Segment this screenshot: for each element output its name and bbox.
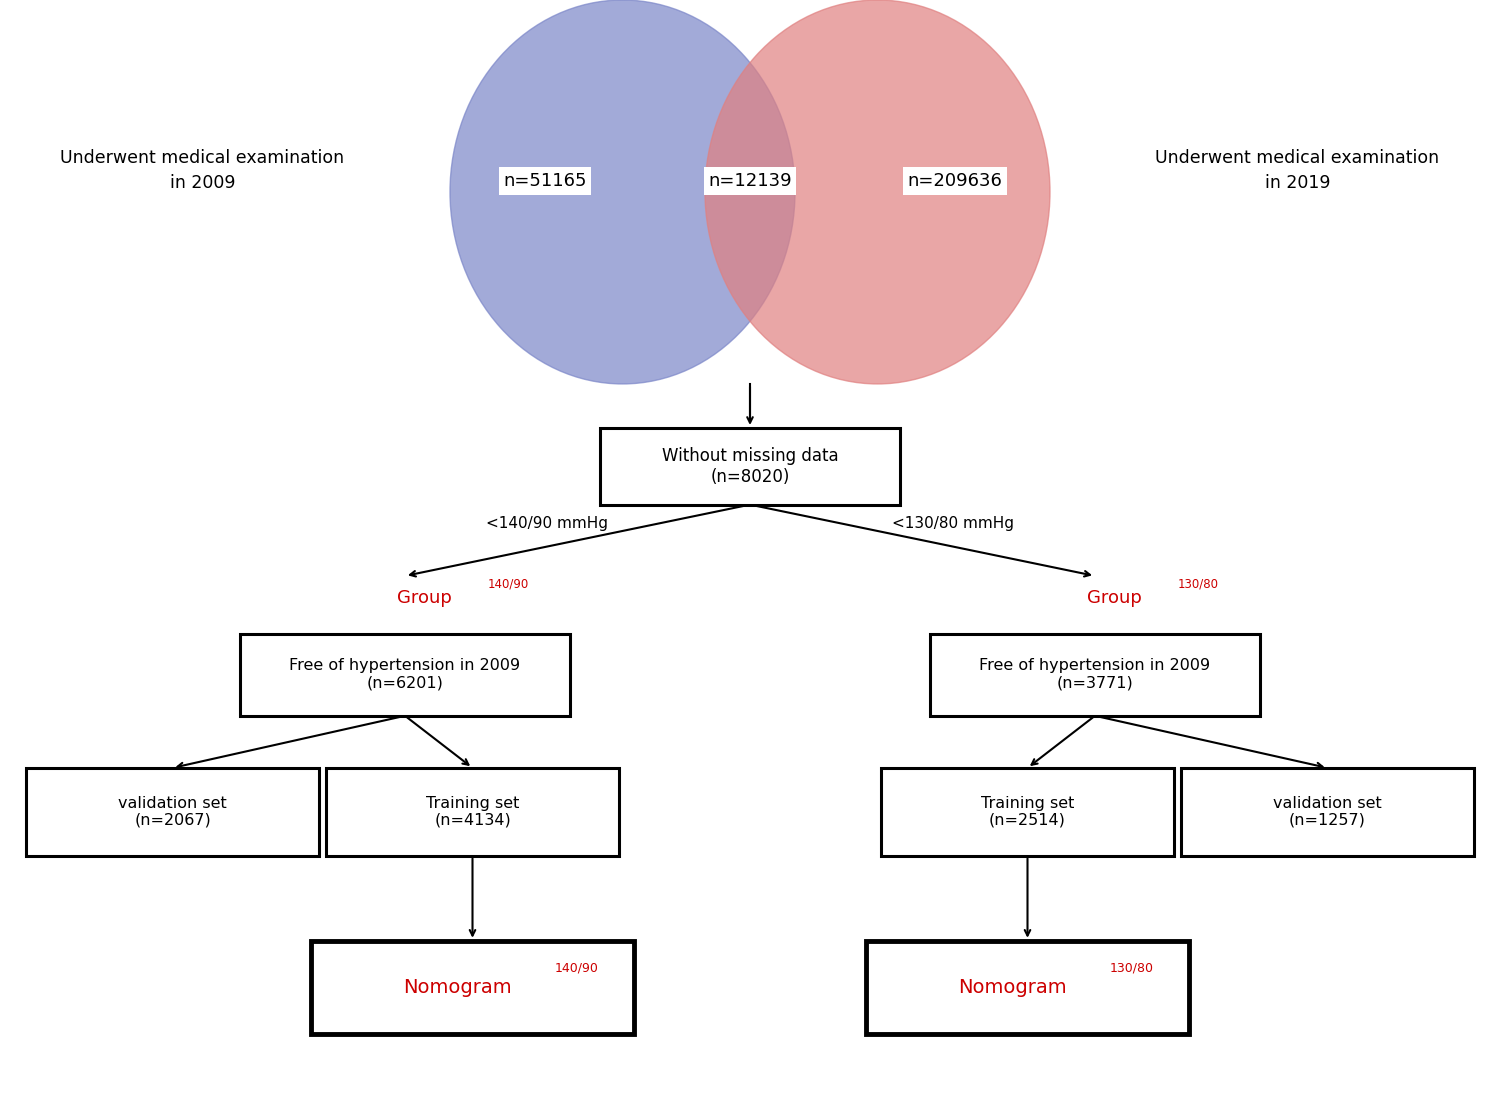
Text: Nomogram: Nomogram xyxy=(958,977,1066,997)
Text: <130/80 mmHg: <130/80 mmHg xyxy=(891,517,1014,531)
Text: n=209636: n=209636 xyxy=(908,172,1002,190)
Text: Underwent medical examination
in 2009: Underwent medical examination in 2009 xyxy=(60,148,345,192)
Ellipse shape xyxy=(705,0,1050,384)
FancyBboxPatch shape xyxy=(930,633,1260,715)
FancyBboxPatch shape xyxy=(27,768,320,856)
Text: <140/90 mmHg: <140/90 mmHg xyxy=(486,517,609,531)
Text: Training set
(n=2514): Training set (n=2514) xyxy=(981,795,1074,828)
Text: Nomogram: Nomogram xyxy=(404,977,512,997)
FancyBboxPatch shape xyxy=(867,940,1188,1033)
Text: 130/80: 130/80 xyxy=(1178,577,1218,590)
Text: n=12139: n=12139 xyxy=(708,172,792,190)
FancyBboxPatch shape xyxy=(327,768,618,856)
Text: Training set
(n=4134): Training set (n=4134) xyxy=(426,795,519,828)
Text: Group: Group xyxy=(1088,589,1143,607)
Text: 140/90: 140/90 xyxy=(555,961,598,974)
Text: validation set
(n=1257): validation set (n=1257) xyxy=(1274,795,1382,828)
Text: validation set
(n=2067): validation set (n=2067) xyxy=(118,795,226,828)
FancyBboxPatch shape xyxy=(240,633,570,715)
Text: Without missing data
(n=8020): Without missing data (n=8020) xyxy=(662,446,839,486)
Text: Free of hypertension in 2009
(n=6201): Free of hypertension in 2009 (n=6201) xyxy=(290,658,520,691)
FancyBboxPatch shape xyxy=(312,940,633,1033)
Text: Free of hypertension in 2009
(n=3771): Free of hypertension in 2009 (n=3771) xyxy=(980,658,1210,691)
FancyBboxPatch shape xyxy=(600,428,900,505)
Ellipse shape xyxy=(450,0,795,384)
Text: Underwent medical examination
in 2019: Underwent medical examination in 2019 xyxy=(1155,148,1440,192)
Text: 140/90: 140/90 xyxy=(488,577,528,590)
FancyBboxPatch shape xyxy=(1182,768,1473,856)
Text: 130/80: 130/80 xyxy=(1110,961,1154,974)
FancyBboxPatch shape xyxy=(882,768,1173,856)
Text: n=51165: n=51165 xyxy=(503,172,586,190)
Text: Group: Group xyxy=(398,589,453,607)
